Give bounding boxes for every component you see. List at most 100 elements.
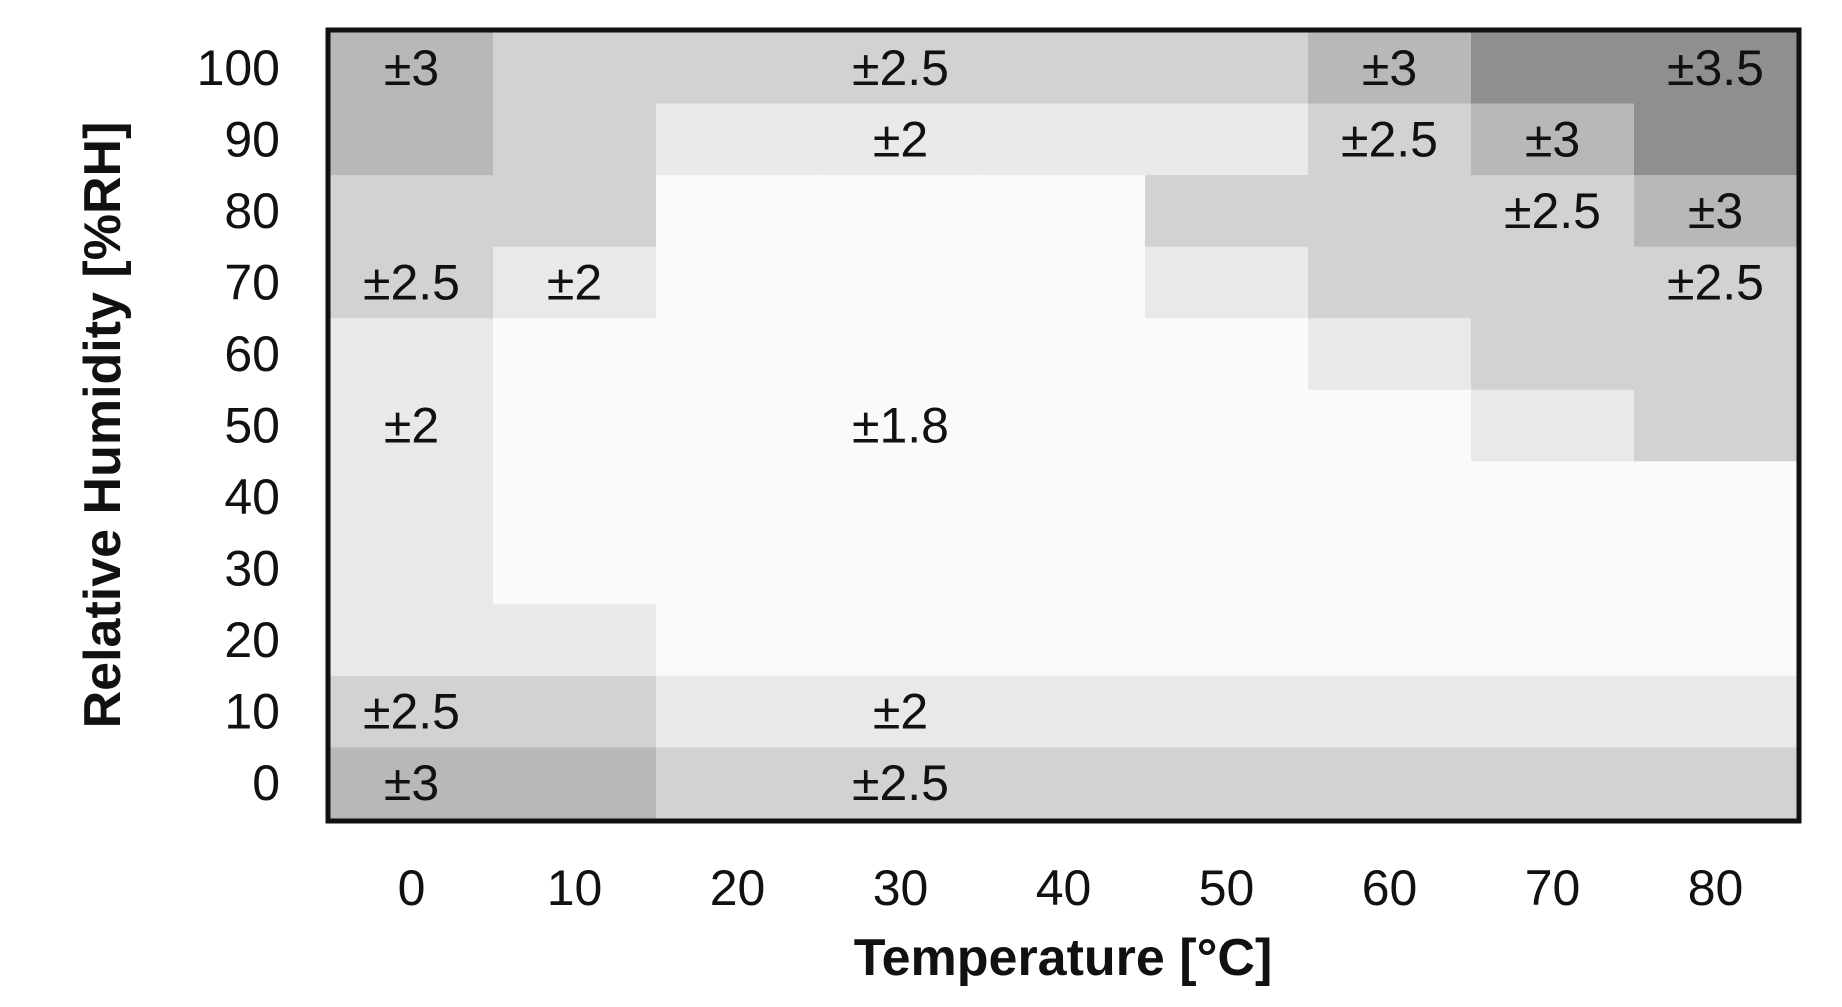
x-axis-label: Temperature [°C] bbox=[854, 929, 1273, 987]
heatmap-cell bbox=[330, 747, 494, 820]
heatmap-cell bbox=[330, 32, 494, 105]
heatmap-cell bbox=[1145, 32, 1309, 105]
heatmap-cell bbox=[819, 318, 983, 391]
heatmap-cell bbox=[1308, 532, 1472, 605]
heatmap-cell bbox=[493, 604, 657, 677]
heatmap-cell bbox=[819, 675, 983, 749]
cell-value-label: ±2 bbox=[873, 684, 928, 740]
heatmap-cell bbox=[1471, 747, 1635, 820]
heatmap-cell bbox=[1634, 103, 1798, 176]
heatmap-cell bbox=[1471, 532, 1635, 605]
heatmap-cell bbox=[656, 389, 820, 462]
heatmap-cell bbox=[656, 175, 820, 248]
y-tick-label: 70 bbox=[224, 254, 280, 310]
cell-labels: ±3 ±2.5 ±3 ±3.5 ±2 ±2.5 ±3 ±2.5 ±3 ±2.5 ±2 ±2.5 ±2 ±1… bbox=[363, 40, 1764, 811]
heatmap-cell bbox=[982, 103, 1146, 176]
heatmap-cell bbox=[1634, 32, 1798, 105]
cell-value-label: ±3 bbox=[384, 40, 439, 96]
heatmap-cell bbox=[493, 461, 657, 534]
heatmap-cell bbox=[1471, 318, 1635, 391]
heatmap-cell bbox=[1308, 675, 1472, 749]
heatmap-cell bbox=[1145, 175, 1309, 248]
y-tick-label: 20 bbox=[224, 612, 280, 668]
cell-value-label: ±1.8 bbox=[852, 398, 949, 454]
heatmap-cell bbox=[1308, 747, 1472, 820]
heatmap-cell bbox=[819, 461, 983, 534]
heatmap-cell bbox=[819, 246, 983, 319]
cell-value-label: ±2.5 bbox=[363, 254, 460, 310]
x-tick-label: 80 bbox=[1688, 860, 1744, 916]
heatmap-cell bbox=[1308, 32, 1472, 105]
heatmap-cell bbox=[1308, 103, 1472, 176]
heatmap-cell bbox=[656, 32, 820, 105]
heatmap-cell bbox=[1145, 461, 1309, 534]
y-tick-label: 50 bbox=[224, 398, 280, 454]
x-tick-label: 10 bbox=[547, 860, 603, 916]
heatmap-cell bbox=[1308, 246, 1472, 319]
heatmap-cell bbox=[1471, 675, 1635, 749]
heatmap-cell bbox=[656, 675, 820, 749]
heatmap-cell bbox=[1145, 604, 1309, 677]
x-tick-label: 0 bbox=[398, 860, 426, 916]
plot-frame bbox=[325, 27, 1802, 824]
heatmap-cell bbox=[656, 532, 820, 605]
heatmap-cell bbox=[1634, 604, 1798, 677]
heatmap-cell bbox=[330, 175, 494, 248]
heatmap-cell bbox=[1634, 246, 1798, 319]
heatmap-cell bbox=[982, 532, 1146, 605]
heatmap-cell bbox=[1145, 246, 1309, 319]
cell-value-label: ±2 bbox=[384, 398, 439, 454]
heatmap-cell bbox=[819, 103, 983, 176]
heatmap-cell bbox=[330, 461, 494, 534]
heatmap-cell bbox=[982, 461, 1146, 534]
heatmap-cell bbox=[982, 318, 1146, 391]
heatmap-cell bbox=[1145, 675, 1309, 749]
heatmap-cell bbox=[1145, 389, 1309, 462]
heatmap-cell bbox=[330, 675, 494, 749]
y-tick-label: 100 bbox=[197, 40, 280, 96]
y-tick-label: 80 bbox=[224, 183, 280, 239]
heatmap-cell bbox=[1634, 389, 1798, 462]
heatmap-cells bbox=[330, 32, 1798, 820]
heatmap-cell bbox=[1471, 103, 1635, 176]
heatmap-cell bbox=[656, 103, 820, 176]
heatmap-cell bbox=[819, 747, 983, 820]
heatmap-cell bbox=[1634, 675, 1798, 749]
heatmap-cell bbox=[493, 318, 657, 391]
heatmap-cell bbox=[330, 389, 494, 462]
heatmap-cell bbox=[819, 604, 983, 677]
x-tick-label: 40 bbox=[1036, 860, 1092, 916]
cell-value-label: ±2.5 bbox=[1341, 111, 1438, 167]
heatmap-cell bbox=[1634, 461, 1798, 534]
heatmap-cell bbox=[1471, 32, 1635, 105]
heatmap-cell bbox=[1634, 747, 1798, 820]
heatmap-cell bbox=[1471, 175, 1635, 248]
x-tick-label: 20 bbox=[710, 860, 766, 916]
heatmap-cell bbox=[493, 32, 657, 105]
heatmap-cell bbox=[1145, 532, 1309, 605]
heatmap-cell bbox=[819, 32, 983, 105]
cell-value-label: ±2.5 bbox=[363, 684, 460, 740]
heatmap-cell bbox=[1634, 532, 1798, 605]
y-tick-label: 30 bbox=[224, 541, 280, 597]
heatmap-cell bbox=[1308, 175, 1472, 248]
cell-value-label: ±3 bbox=[1688, 183, 1743, 239]
heatmap-cell bbox=[493, 175, 657, 248]
cell-value-label: ±2.5 bbox=[1667, 254, 1764, 310]
cell-value-label: ±2.5 bbox=[852, 40, 949, 96]
heatmap-cell bbox=[493, 675, 657, 749]
cell-value-label: ±3 bbox=[1362, 40, 1417, 96]
heatmap-cell bbox=[982, 675, 1146, 749]
heatmap-cell bbox=[656, 604, 820, 677]
heatmap-cell bbox=[1308, 604, 1472, 677]
heatmap-cell bbox=[982, 389, 1146, 462]
y-tick-label: 10 bbox=[224, 684, 280, 740]
heatmap-cell bbox=[493, 103, 657, 176]
heatmap-cell bbox=[1471, 389, 1635, 462]
heatmap-cell bbox=[330, 318, 494, 391]
heatmap-cell bbox=[493, 246, 657, 319]
y-tick-label: 90 bbox=[224, 111, 280, 167]
heatmap-cell bbox=[982, 747, 1146, 820]
heatmap-cell bbox=[330, 604, 494, 677]
